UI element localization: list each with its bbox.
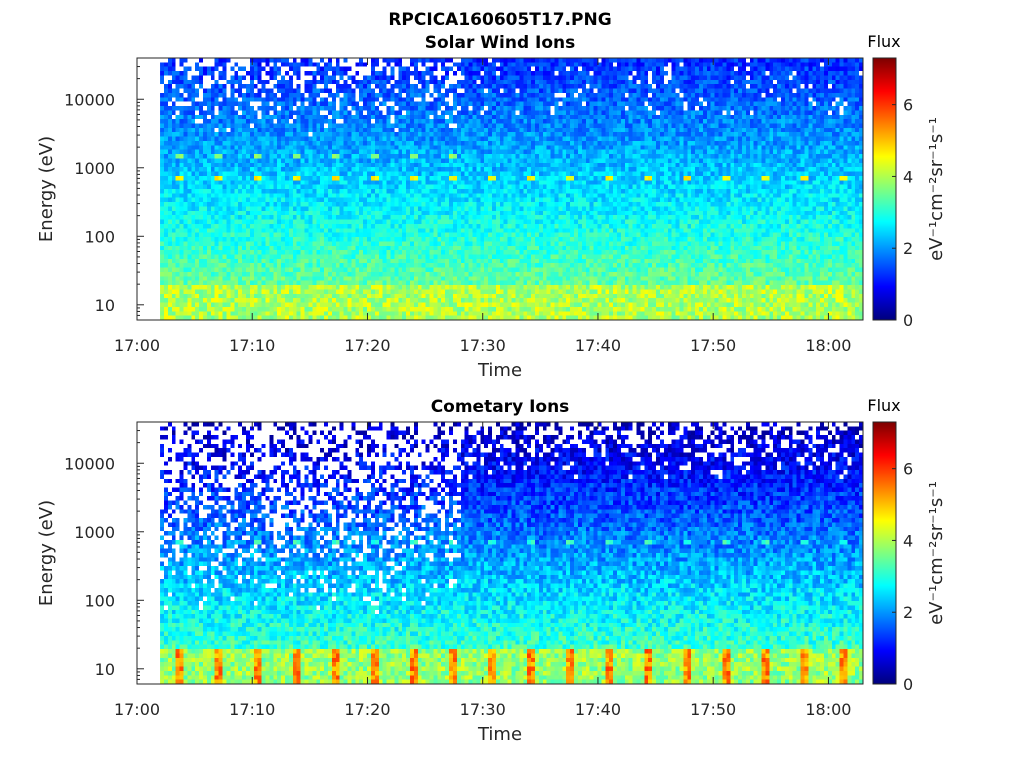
y-tick-label: 1000: [74, 159, 115, 178]
colorbar-tick-label: 4: [903, 531, 913, 550]
colorbar: [873, 58, 896, 320]
x-tick-label: 17:40: [575, 700, 621, 719]
x-tick-label: 18:00: [805, 336, 851, 355]
panel-title: Cometary Ions: [431, 397, 570, 417]
x-tick-label: 17:20: [344, 336, 390, 355]
x-tick-label: 17:50: [690, 336, 736, 355]
heatmap-image: [160, 58, 864, 320]
x-tick-label: 17:10: [229, 700, 275, 719]
colorbar-unit-label: eV⁻¹cm⁻²sr⁻¹s⁻¹: [926, 117, 947, 261]
y-tick-label: 10000: [64, 90, 115, 109]
colorbar-frame: [872, 57, 897, 321]
x-tick-label: 17:30: [460, 700, 506, 719]
colorbar-tick-label: 0: [903, 675, 913, 694]
colorbar-title: Flux: [867, 32, 900, 51]
y-tick-label: 10: [95, 660, 115, 679]
colorbar-tick-label: 0: [903, 311, 913, 330]
figure-title: RPCICA160605T17.PNG: [388, 10, 611, 30]
x-tick-label: 17:20: [344, 700, 390, 719]
x-axis-label: Time: [477, 360, 522, 381]
x-axis-label: Time: [477, 724, 522, 745]
colorbar: [873, 422, 896, 684]
x-tick-label: 17:50: [690, 700, 736, 719]
colorbar-tick-label: 2: [903, 603, 913, 622]
panel-solar-wind: Solar Wind Ions 10 100 1000 10000 17:00 17:10 1…: [36, 32, 947, 381]
x-tick-label: 17:00: [114, 336, 160, 355]
y-tick-label: 100: [84, 591, 115, 610]
x-tick-label: 17:00: [114, 700, 160, 719]
colorbar-tick-label: 6: [903, 96, 913, 115]
y-tick-label: 100: [84, 227, 115, 246]
colorbar-frame: [872, 421, 897, 685]
colorbar-tick-label: 4: [903, 167, 913, 186]
y-axis-label: Energy (eV): [36, 136, 57, 242]
y-tick-label: 10000: [64, 454, 115, 473]
y-axis-label: Energy (eV): [36, 500, 57, 606]
heatmap-image: [160, 422, 864, 684]
axes-frame: [136, 57, 864, 321]
y-tick-label: 10: [95, 296, 115, 315]
x-tick-label: 17:10: [229, 336, 275, 355]
panel-title: Solar Wind Ions: [425, 33, 576, 53]
y-tick-label: 1000: [74, 523, 115, 542]
colorbar-title: Flux: [867, 396, 900, 415]
x-tick-label: 17:40: [575, 336, 621, 355]
x-tick-label: 17:30: [460, 336, 506, 355]
colorbar-tick-label: 2: [903, 239, 913, 258]
axes-frame: [136, 421, 864, 685]
colorbar-tick-label: 6: [903, 460, 913, 479]
panel-cometary: Cometary Ions 10 100 1000 10000 17:00 17:10 17:…: [36, 396, 947, 745]
colorbar-unit-label: eV⁻¹cm⁻²sr⁻¹s⁻¹: [926, 481, 947, 625]
x-tick-label: 18:00: [805, 700, 851, 719]
